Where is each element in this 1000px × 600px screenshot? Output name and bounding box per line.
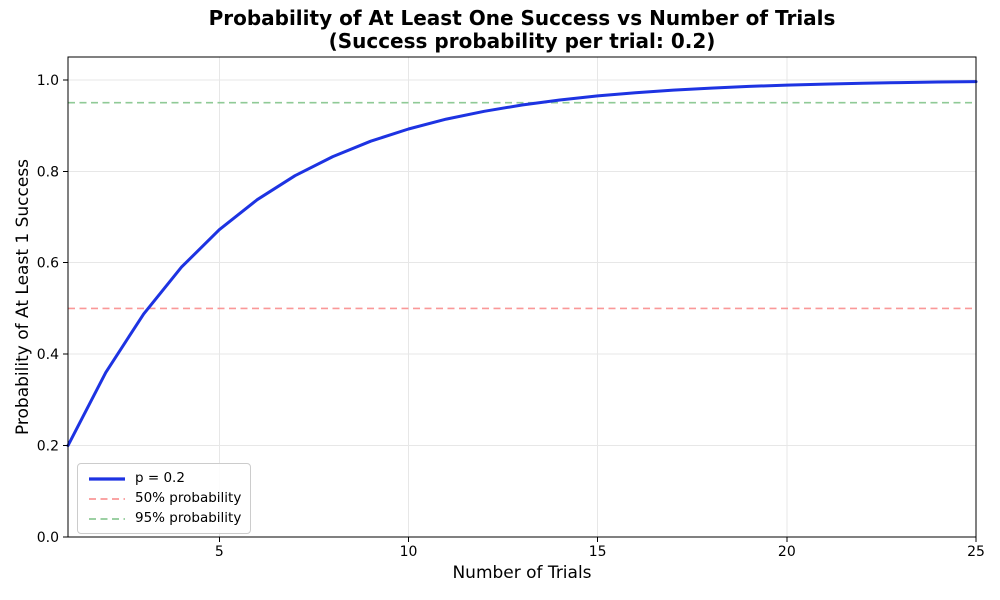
legend-label-curve: p = 0.2	[135, 470, 185, 486]
y-tick-label: 0.0	[37, 530, 59, 546]
plot-border	[67, 56, 977, 538]
legend-label-50pct: 50% probability	[135, 490, 242, 506]
chart-title-block: Probability of At Least One Success vs N…	[68, 7, 976, 53]
chart-subtitle: (Success probability per trial: 0.2)	[328, 29, 716, 53]
chart-title: Probability of At Least One Success vs N…	[208, 6, 836, 30]
x-tick-label: 20	[778, 544, 796, 560]
x-tick-label: 5	[215, 544, 224, 560]
x-tick-label: 15	[589, 544, 607, 560]
y-tick-label: 1.0	[37, 73, 59, 89]
x-axis-label: Number of Trials	[452, 563, 592, 583]
y-tick-label: 0.8	[37, 164, 59, 180]
probability-curve	[66, 80, 978, 448]
y-axis-label: Probability of At Least 1 Success	[13, 158, 33, 436]
legend-label-95pct: 95% probability	[135, 510, 242, 526]
legend-item-50pct: 50% probability	[87, 491, 241, 506]
legend-dashed-line-icon	[89, 497, 125, 500]
y-tick-label: 0.2	[37, 439, 59, 455]
legend-dashed-line-icon	[89, 517, 125, 520]
legend: p = 0.2 50% probability 95% probability	[77, 463, 252, 534]
legend-item-curve: p = 0.2	[87, 471, 241, 486]
y-tick-label: 0.4	[37, 347, 59, 363]
x-tick-label: 25	[967, 544, 985, 560]
legend-item-95pct: 95% probability	[87, 511, 241, 526]
x-tick-label: 10	[400, 544, 418, 560]
legend-solid-line-icon	[89, 476, 125, 481]
y-tick-label: 0.6	[37, 256, 59, 272]
